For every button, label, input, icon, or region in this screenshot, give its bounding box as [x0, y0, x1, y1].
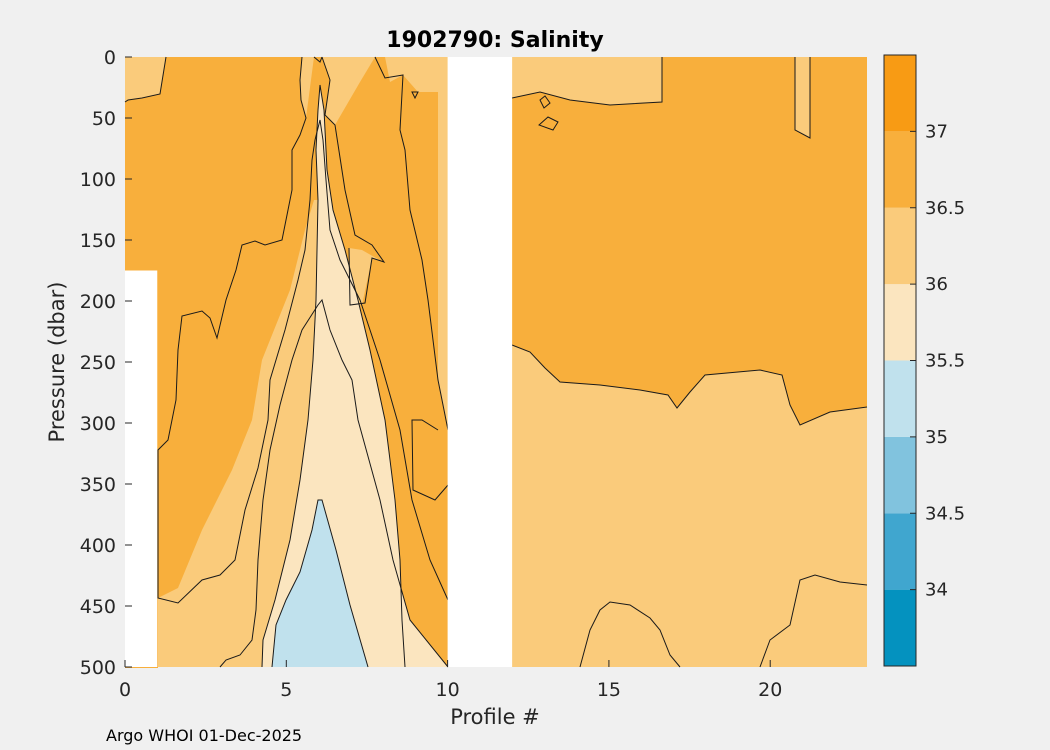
- y-tick-label: 500: [80, 657, 116, 679]
- colorbar-tick-label: 36.5: [925, 198, 965, 219]
- contour-line: [511, 57, 663, 106]
- salinity-band-35.5-36-tongue-core: [262, 85, 405, 667]
- y-tick-label: 300: [80, 413, 116, 435]
- y-tick-label: 100: [80, 169, 116, 191]
- salinity-band-35-35.5-core: [272, 500, 368, 667]
- x-tick-label: 5: [280, 679, 292, 701]
- x-tick-label: 15: [597, 679, 621, 701]
- colorbar-tick-label: 35: [925, 427, 948, 448]
- colorbar-segment: [884, 207, 916, 285]
- chart-title: 1902790: Salinity: [386, 28, 603, 53]
- colorbar-segment: [884, 589, 916, 666]
- y-tick-label: 0: [104, 47, 116, 69]
- y-axis-ticks: 0 50 100 150 200 250 300 350 400 450 500: [80, 47, 132, 679]
- missing-data-gap: [125, 270, 158, 667]
- y-tick-label: 200: [80, 291, 116, 313]
- contour-line: [411, 91, 419, 100]
- colorbar: 34 34.5 35 35.5 36 36.5 37: [883, 54, 965, 667]
- x-axis-ticks: 0 5 10 15 20: [119, 660, 782, 701]
- salinity-band-36.5-37-east: [512, 57, 867, 425]
- contour-line: [374, 56, 449, 431]
- colorbar-segment: [884, 360, 916, 437]
- x-tick-label: 20: [758, 679, 782, 701]
- missing-data-regions: [125, 57, 513, 667]
- contour-lines: [124, 56, 868, 668]
- x-tick-label: 10: [436, 679, 460, 701]
- salinity-band-36-36.5-pocket: [349, 248, 383, 305]
- contour-line: [759, 574, 868, 668]
- plot-area: [124, 56, 868, 668]
- contour-line: [411, 419, 449, 501]
- footer-credit: Argo WHOI 01-Dec-2025: [106, 726, 302, 745]
- y-tick-label: 400: [80, 535, 116, 557]
- contour-line: [794, 57, 811, 139]
- contour-line: [539, 95, 551, 109]
- salinity-band-36.5-37-patch: [539, 117, 558, 130]
- colorbar-tick-label: 34.5: [925, 503, 965, 524]
- contour-line: [321, 56, 386, 306]
- y-tick-label: 150: [80, 230, 116, 252]
- colorbar-segment: [884, 55, 916, 132]
- contour-line: [219, 298, 449, 668]
- y-tick-label: 350: [80, 474, 116, 496]
- colorbar-segment: [884, 436, 916, 514]
- contour-line: [157, 56, 449, 604]
- y-tick-label: 450: [80, 596, 116, 618]
- colorbar-tick-label: 37: [925, 121, 948, 142]
- colorbar-segment: [884, 513, 916, 590]
- y-tick-label: 50: [92, 108, 116, 130]
- colorbar-segment: [884, 284, 916, 361]
- salinity-band-36.5-37-west: [125, 57, 448, 668]
- y-axis-label: Pressure (dbar): [45, 282, 69, 443]
- contour-line: [124, 56, 167, 103]
- colorbar-tick-label: 36: [925, 274, 948, 295]
- contour-line: [511, 344, 868, 426]
- contour-line: [261, 84, 406, 668]
- contour-line: [579, 601, 681, 668]
- colorbar-tick-label: 35.5: [925, 351, 965, 372]
- y-tick-label: 250: [80, 352, 116, 374]
- contour-line: [271, 499, 369, 668]
- x-tick-label: 0: [119, 679, 131, 701]
- colorbar-tick-label: 34: [925, 580, 948, 601]
- contour-line: [538, 116, 559, 131]
- colorbar-segment: [884, 131, 916, 208]
- missing-data-gap: [447, 57, 513, 667]
- contour-line: [313, 56, 323, 63]
- x-axis-label: Profile #: [450, 705, 540, 729]
